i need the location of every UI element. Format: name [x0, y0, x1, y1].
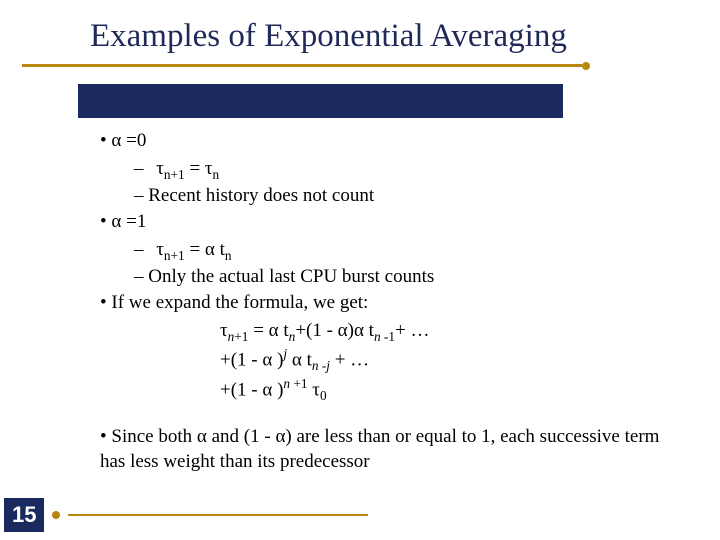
- title-underline: [22, 64, 582, 67]
- bullet-alpha-0: α =0: [100, 128, 660, 154]
- bullet-conclusion: Since both α and (1 - α) are less than o…: [100, 424, 660, 475]
- bullet-alpha-0-note: Recent history does not count: [134, 183, 660, 209]
- footer-rule: [68, 514, 368, 516]
- footer: 15: [4, 498, 368, 532]
- bullet-alpha-1-note: Only the actual last CPU burst counts: [134, 264, 660, 290]
- bullet-alpha-1: α =1: [100, 209, 660, 235]
- slide-body: α =0 τn+1 = τn Recent history does not c…: [100, 128, 660, 477]
- page-number: 15: [4, 498, 44, 532]
- subtitle-bar: [78, 84, 563, 118]
- bullet-alpha-0-eq: τn+1 = τn: [134, 156, 660, 184]
- formula-line-3: +(1 - α )n +1 τ0: [220, 375, 660, 405]
- bullet-alpha-1-eq: τn+1 = α tn: [134, 237, 660, 265]
- formula-line-1: τn+1 = α tn+(1 - α)α tn -1+ …: [220, 318, 660, 346]
- footer-disc-icon: [52, 511, 60, 519]
- bullet-expand: If we expand the formula, we get:: [100, 290, 660, 316]
- slide-title: Examples of Exponential Averaging: [90, 18, 567, 55]
- formula-line-2: +(1 - α )j α tn -j + …: [220, 345, 660, 375]
